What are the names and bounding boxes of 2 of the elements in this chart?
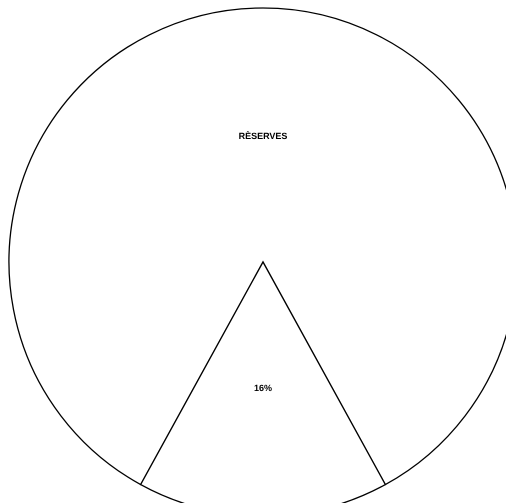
slice-label: RÈSERVES (238, 131, 288, 141)
data-label: 16% (254, 383, 272, 393)
